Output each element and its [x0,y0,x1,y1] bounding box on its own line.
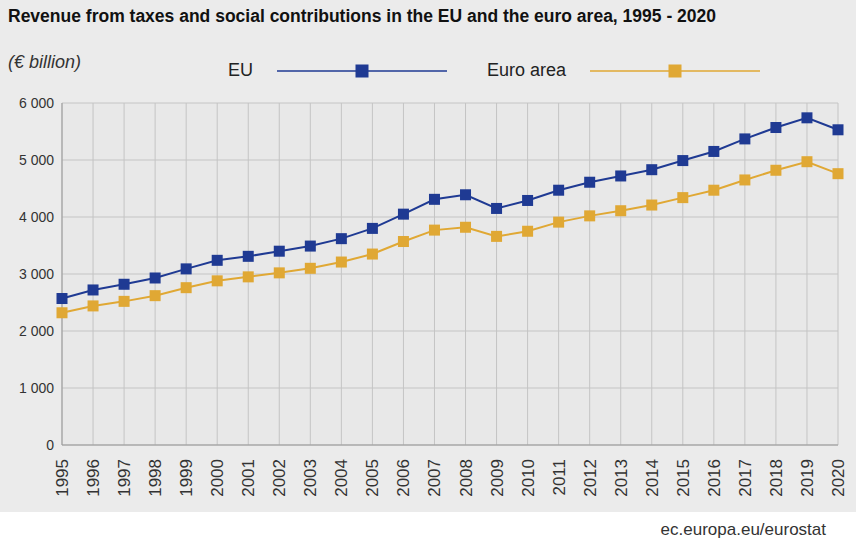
svg-text:5 000: 5 000 [19,152,54,168]
svg-text:2014: 2014 [643,459,662,497]
svg-text:1995: 1995 [53,459,72,497]
svg-text:2018: 2018 [767,459,786,497]
svg-text:2010: 2010 [519,459,538,497]
svg-text:1998: 1998 [146,459,165,497]
svg-text:2013: 2013 [612,459,631,497]
svg-text:2001: 2001 [239,459,258,497]
svg-text:1 000: 1 000 [19,380,54,396]
html-text:Euro area: Euro area [487,60,567,80]
svg-text:1997: 1997 [115,459,134,497]
svg-text:2017: 2017 [736,459,755,497]
html-text:Revenue from taxes and social: Revenue from taxes and social contributi… [8,6,716,26]
svg-text:2003: 2003 [301,459,320,497]
html-text:ec.europa.eu/eurostat: ec.europa.eu/eurostat [660,520,826,539]
svg-text:2020: 2020 [829,459,848,497]
svg-text:2006: 2006 [394,459,413,497]
svg-text:1999: 1999 [177,459,196,497]
svg-text:2 000: 2 000 [19,323,54,339]
svg-text:2009: 2009 [488,459,507,497]
svg-text:2015: 2015 [674,459,693,497]
html-text:(€ billion): (€ billion) [8,52,81,72]
svg-text:2000: 2000 [208,459,227,497]
svg-text:2019: 2019 [798,459,817,497]
svg-text:4 000: 4 000 [19,209,54,225]
svg-text:2008: 2008 [457,459,476,497]
svg-text:2002: 2002 [270,459,289,497]
svg-text:2016: 2016 [705,459,724,497]
svg-text:1996: 1996 [84,459,103,497]
svg-text:6 000: 6 000 [19,95,54,111]
svg-text:2007: 2007 [425,459,444,497]
svg-text:2005: 2005 [363,459,382,497]
svg-text:2004: 2004 [332,459,351,497]
svg-text:2012: 2012 [581,459,600,497]
svg-text:3 000: 3 000 [19,266,54,282]
html-text:EU: EU [228,60,253,80]
svg-text:2011: 2011 [550,459,569,496]
svg-text:0: 0 [46,437,54,453]
